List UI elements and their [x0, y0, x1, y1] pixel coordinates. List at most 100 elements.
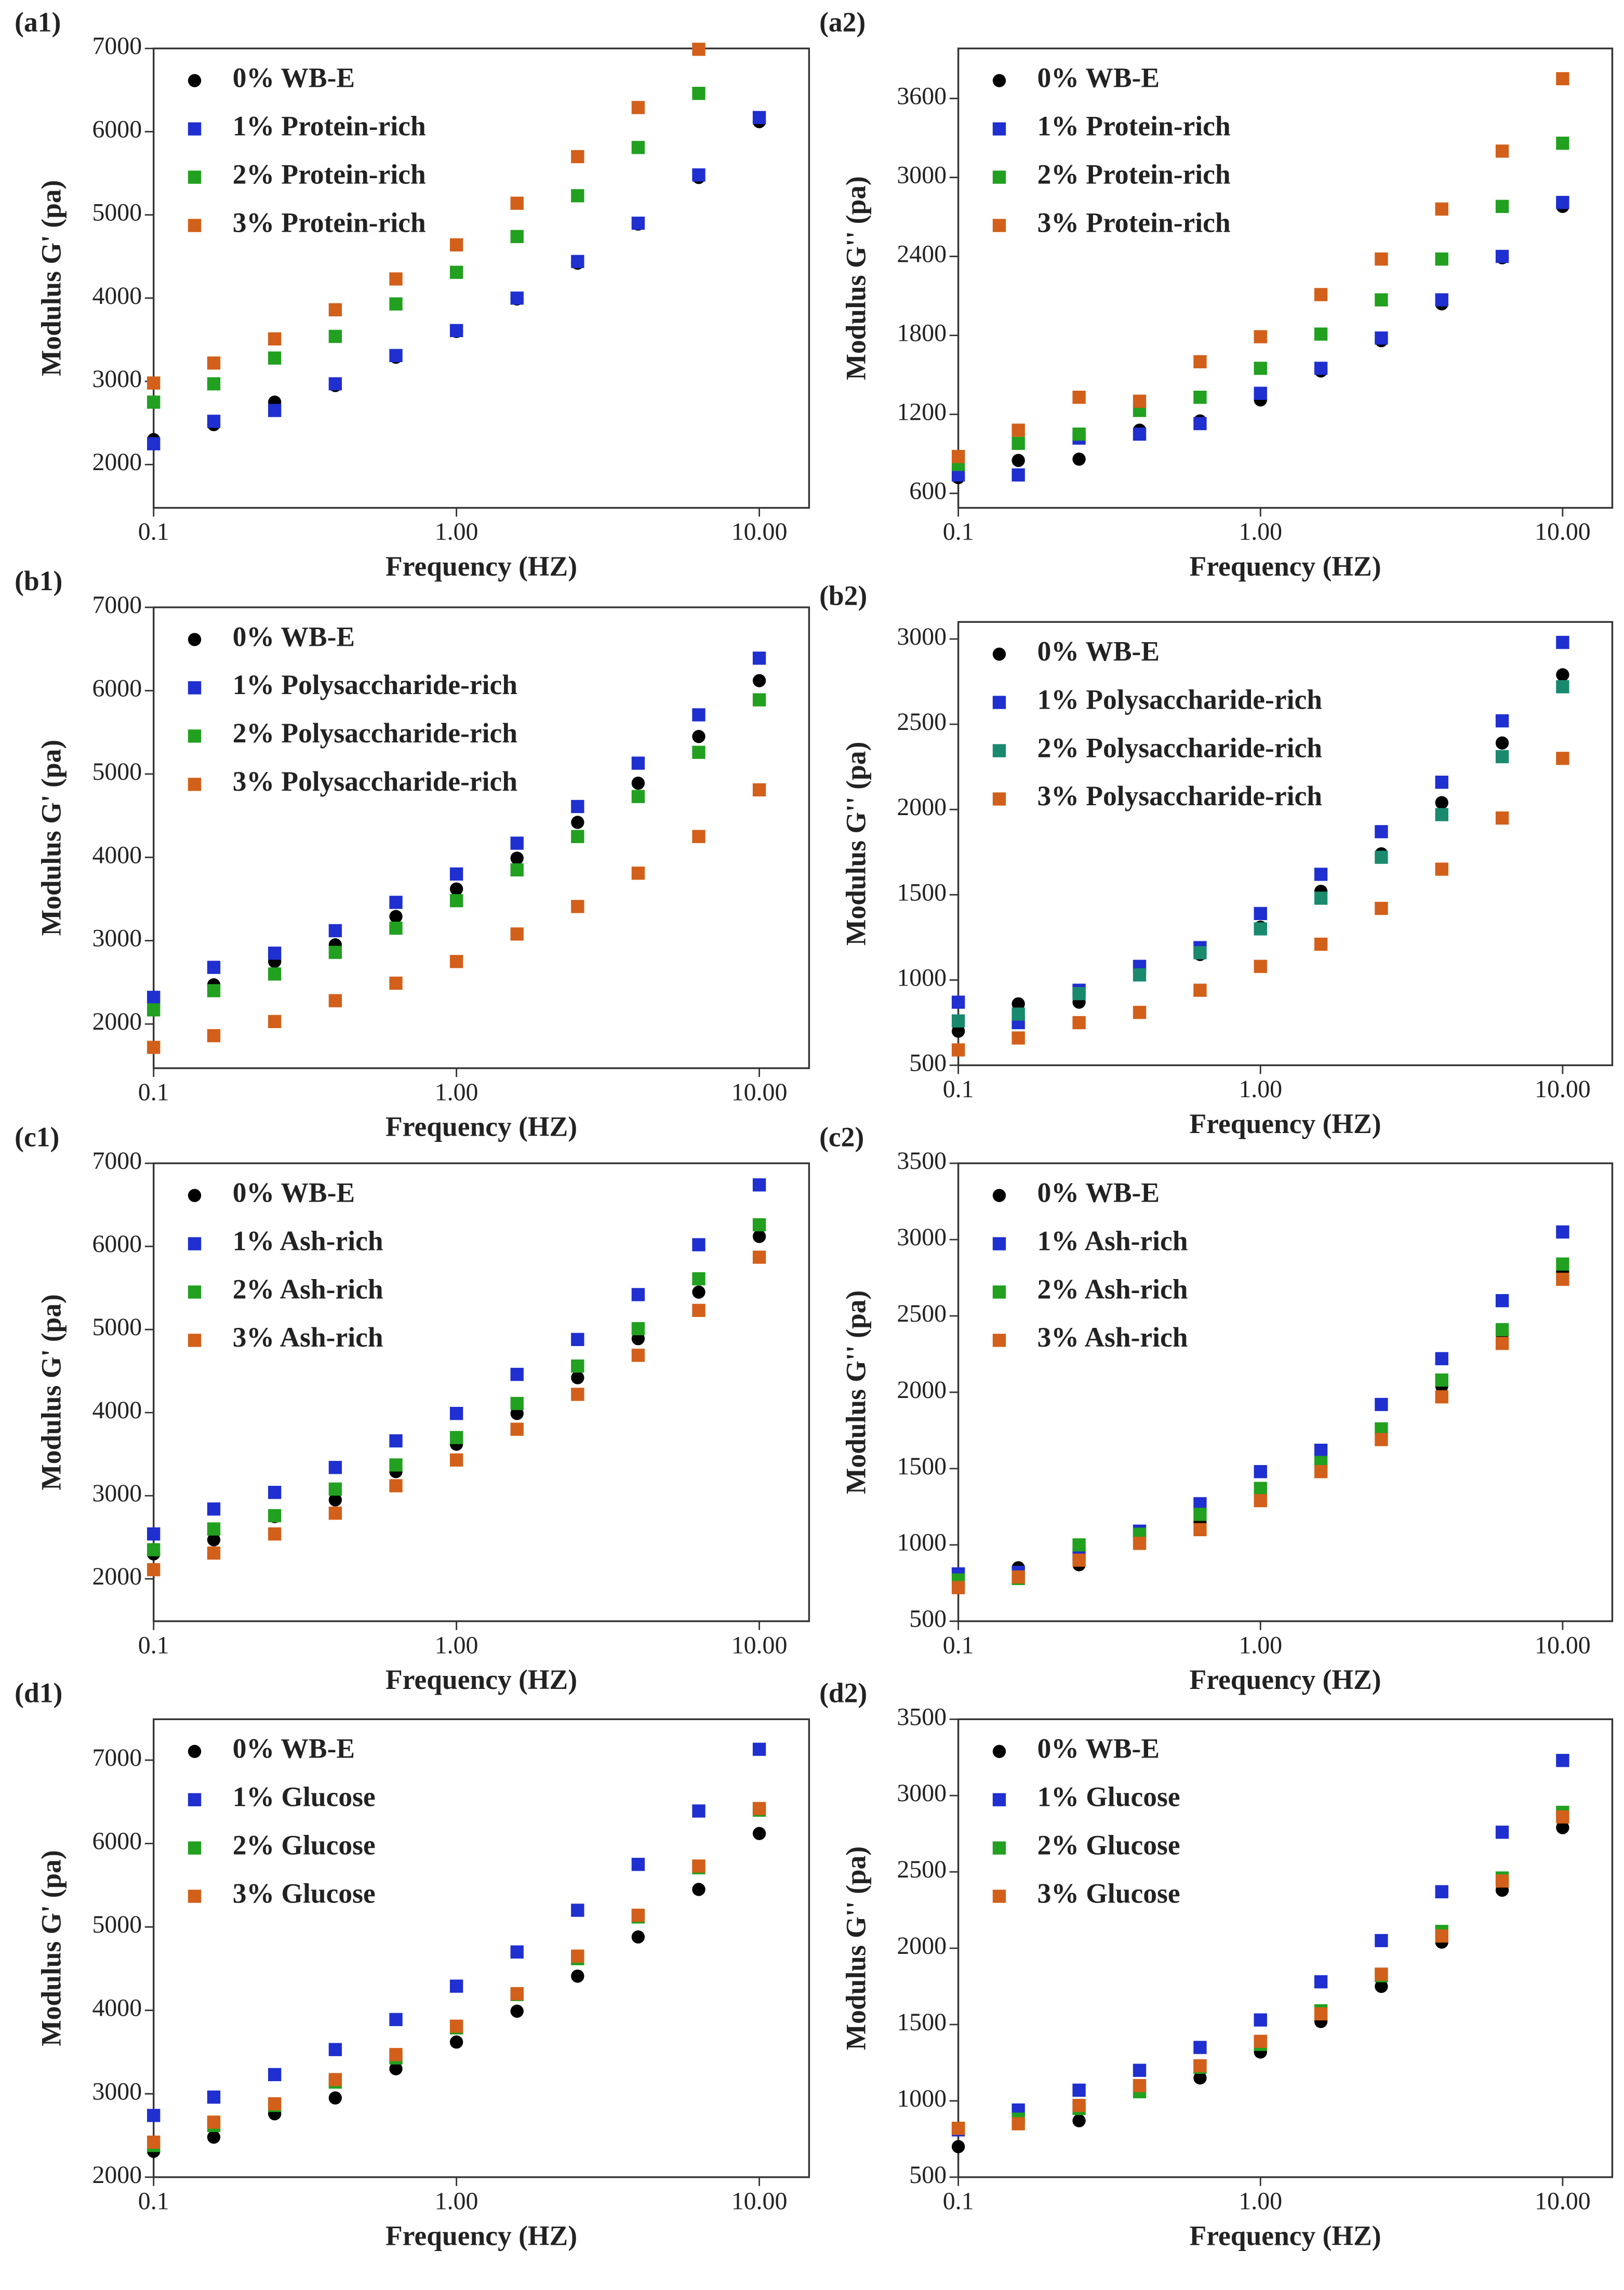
point [328, 924, 342, 938]
x-axis-title: Frequency (HZ) [385, 2220, 577, 2251]
point [389, 910, 403, 923]
point [389, 921, 403, 935]
point [1314, 327, 1328, 341]
point [1435, 293, 1448, 307]
point [268, 351, 282, 365]
point [951, 1024, 965, 1038]
point [510, 1987, 524, 2001]
panel: (b2) 500 1000 1500 2000 2500 3000 0.1 1.00 10.00 F… [819, 580, 1614, 1139]
legend-marker [188, 1745, 202, 1758]
point [449, 2035, 463, 2049]
point [951, 1581, 965, 1594]
point [1133, 427, 1147, 441]
y-tick-label: 3500 [897, 1703, 947, 1730]
y-tick-label: 2000 [897, 1932, 947, 1960]
point [1254, 1465, 1267, 1479]
x-tick-label: 0.1 [943, 2188, 974, 2215]
point [1435, 1885, 1448, 1899]
legend-label: 0% WB-E [1037, 1177, 1160, 1208]
point [207, 1522, 221, 1536]
legend-label: 0% WB-E [233, 621, 355, 652]
point [510, 863, 524, 877]
point [1193, 417, 1207, 431]
panel-label: (d2) [819, 1677, 867, 1709]
point [1435, 1929, 1448, 1943]
point [1375, 1979, 1388, 1993]
legend-label: 1% Protein-rich [233, 110, 426, 141]
panel: (c2) 500 1000 1500 2000 2500 3000 3500 0.1 1.00 10… [819, 1121, 1614, 1695]
point [268, 1486, 282, 1499]
legend-marker [992, 696, 1006, 709]
point [1072, 1538, 1086, 1552]
legend-marker [188, 219, 202, 232]
panel: (c1) 2000 3000 4000 5000 6000 7000 0.1 1.00 10.00… [15, 1121, 810, 1695]
point [692, 1804, 705, 1818]
y-tick-label: 2000 [92, 1008, 142, 1035]
y-tick-label: 2000 [92, 1563, 142, 1590]
y-axis-title: Modulus G'' (pa) [840, 742, 871, 946]
point [1254, 960, 1267, 973]
point [692, 87, 705, 100]
legend-label: 3% Protein-rich [1037, 207, 1231, 238]
y-tick-label: 3000 [92, 2078, 142, 2105]
x-tick-label: 10.00 [1535, 518, 1591, 545]
point [951, 995, 965, 1009]
legend-label: 2% Ash-rich [1037, 1273, 1188, 1304]
y-tick-label: 7000 [92, 1147, 142, 1175]
point [449, 1431, 463, 1444]
point [1556, 680, 1569, 694]
point [1193, 2071, 1207, 2085]
point [692, 1859, 705, 1873]
point [449, 2019, 463, 2033]
point [1435, 1352, 1448, 1365]
point [268, 967, 282, 981]
legend-marker [188, 1793, 202, 1806]
point [449, 1979, 463, 1993]
point [571, 900, 584, 913]
point [752, 1742, 766, 1756]
y-tick-label: 2000 [92, 448, 142, 476]
point [1011, 2117, 1025, 2131]
point [147, 1527, 161, 1541]
panel-label: (c1) [15, 1121, 59, 1152]
plot-frame [153, 47, 810, 509]
y-tick-label: 2500 [897, 708, 947, 736]
legend-label: 2% Polysaccharide-rich [1037, 732, 1322, 763]
point [1193, 983, 1207, 997]
point [1435, 808, 1448, 821]
point [449, 894, 463, 908]
legend-label: 0% WB-E [1037, 1733, 1160, 1764]
legend-label: 2% Glucose [1037, 1829, 1180, 1860]
point [147, 437, 161, 450]
point [1495, 1826, 1509, 1839]
y-tick-label: 2000 [897, 1376, 947, 1404]
plot-frame [957, 47, 1614, 509]
point [328, 1507, 342, 1520]
point [328, 946, 342, 959]
panel-label: (b1) [15, 565, 62, 596]
point [328, 1461, 342, 1474]
point [449, 867, 463, 881]
point [1011, 1570, 1025, 1584]
panel-label: (a2) [819, 6, 866, 37]
y-axis-title: Modulus G' (pa) [35, 740, 66, 936]
point [1011, 1007, 1025, 1021]
point [328, 1482, 342, 1496]
point [1193, 946, 1207, 960]
point [1133, 1006, 1147, 1019]
point [389, 896, 403, 909]
legend-label: 0% WB-E [1037, 635, 1160, 667]
legend-marker [188, 729, 202, 743]
point [449, 265, 463, 279]
point [1193, 1508, 1207, 1521]
x-tick-label: 0.1 [138, 1631, 169, 1659]
point [752, 1218, 766, 1232]
point [510, 851, 524, 865]
point [1011, 468, 1025, 482]
legend-marker [188, 1841, 202, 1855]
legend-marker [992, 792, 1006, 806]
point [147, 1563, 161, 1577]
x-tick-label: 10.00 [731, 2188, 788, 2215]
legend-marker [188, 1285, 202, 1299]
